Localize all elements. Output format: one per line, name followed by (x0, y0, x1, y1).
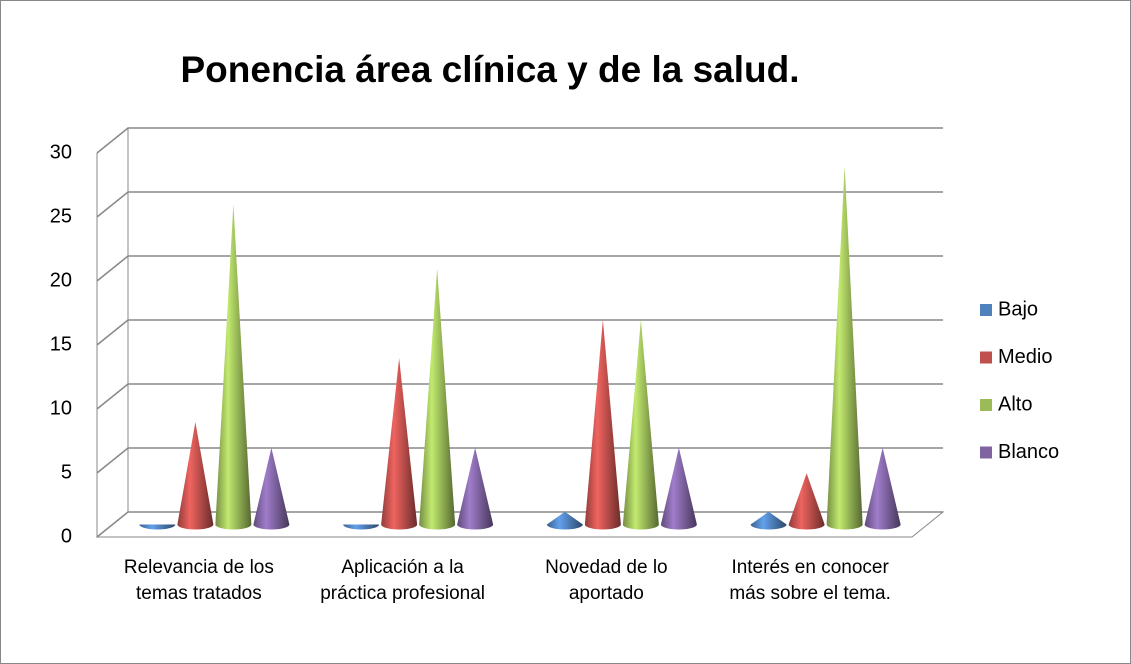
grid-line (96, 255, 943, 282)
cone (546, 511, 583, 530)
y-tick-label: 0 (61, 525, 72, 547)
cone (381, 358, 418, 530)
legend-label: Medio (998, 346, 1052, 368)
x-tick-label: Interés en conocer más sobre el tema. (729, 557, 891, 604)
grid-line (96, 447, 943, 474)
x-tick-label: Relevancia de los temas tratados (123, 557, 274, 604)
grid-line (96, 191, 943, 218)
cone (750, 511, 787, 530)
cone (457, 447, 494, 530)
legend-swatch (980, 399, 992, 411)
cone (584, 319, 621, 530)
cone (215, 204, 252, 530)
grid-line (96, 319, 943, 346)
cone (139, 524, 176, 530)
x-tick-label: Novedad de lo aportado (545, 557, 668, 604)
cone (343, 524, 380, 530)
cone (864, 447, 901, 530)
y-tick-label: 30 (50, 141, 72, 163)
legend-swatch (980, 304, 992, 316)
y-tick-label: 5 (61, 461, 72, 483)
cone (253, 447, 290, 530)
y-tick-label: 15 (50, 333, 72, 355)
y-tick-label: 25 (50, 205, 72, 227)
legend-swatch (980, 446, 992, 459)
cone (419, 268, 456, 530)
legend-label: Alto (998, 393, 1032, 415)
chart-title: Ponencia área clínica y de la salud. (180, 49, 799, 90)
x-tick-label: Aplicación a la práctica profesional (320, 557, 485, 604)
legend-label: Blanco (998, 441, 1059, 463)
cone (826, 166, 863, 530)
cone (660, 447, 697, 530)
y-tick-label: 10 (50, 397, 72, 419)
cone (177, 422, 214, 530)
cone (622, 319, 659, 530)
y-tick-label: 20 (50, 269, 72, 291)
grid-line (96, 127, 943, 154)
legend-swatch (980, 351, 992, 364)
cone (788, 473, 825, 530)
grid-line (96, 383, 943, 410)
legend-label: Bajo (998, 298, 1038, 320)
